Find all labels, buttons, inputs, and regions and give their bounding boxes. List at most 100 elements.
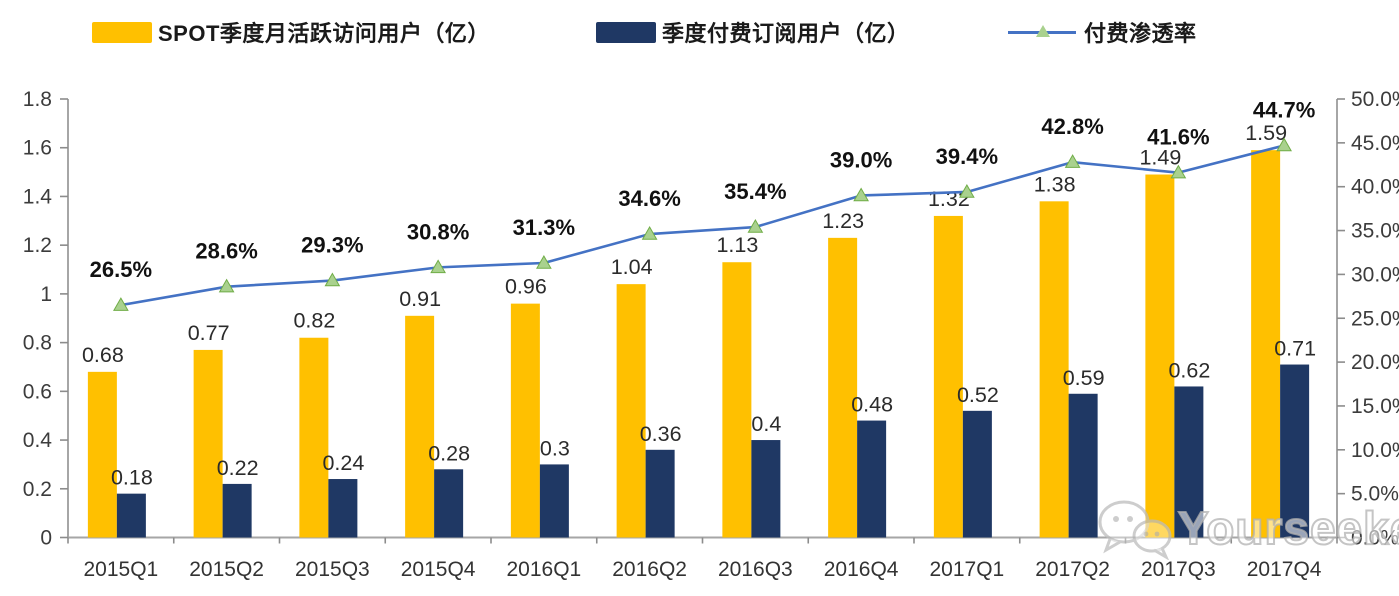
mau-value-label: 1.38 <box>1034 172 1076 196</box>
left-axis-tick-label: 0.8 <box>23 332 52 355</box>
penetration-value-label: 44.7% <box>1253 97 1315 122</box>
paid-bar <box>328 479 358 538</box>
penetration-value-label: 26.5% <box>90 257 152 282</box>
penetration-marker-icon <box>959 183 975 198</box>
penetration-marker-icon <box>324 272 341 287</box>
penetration-marker-icon <box>536 254 552 269</box>
penetration-marker-icon <box>430 259 446 274</box>
x-axis-category-label: 2015Q3 <box>295 558 370 581</box>
paid-value-label: 0.52 <box>957 383 999 407</box>
mau-bar <box>616 284 646 538</box>
left-axis-tick-label: 0.4 <box>23 429 53 452</box>
mau-bar <box>933 215 963 538</box>
mau-bar-swatch-icon <box>92 21 152 43</box>
paid-bar <box>434 469 464 538</box>
x-axis-category-label: 2016Q3 <box>718 558 793 581</box>
mau-value-label: 0.68 <box>82 343 124 367</box>
paid-value-label: 0.3 <box>540 436 570 460</box>
x-axis-category-label: 2017Q3 <box>1141 558 1216 581</box>
paid-value-label: 0.4 <box>751 412 781 436</box>
legend-mau-label: SPOT季度月活跃访问用户（亿） <box>158 21 490 46</box>
left-axis-tick-label: 1.4 <box>23 185 53 208</box>
mau-bar <box>722 262 752 538</box>
penetration-value-label: 39.0% <box>830 147 892 172</box>
left-axis-tick-label: 1.8 <box>23 88 52 111</box>
paid-bar <box>1280 364 1310 538</box>
penetration-marker-icon <box>853 187 869 202</box>
mau-bar <box>510 303 540 538</box>
paid-bar <box>222 483 252 538</box>
legend-penetration-label: 付费渗透率 <box>1084 21 1197 46</box>
paid-bar <box>645 449 675 538</box>
right-axis-tick-label: 25.0% <box>1351 307 1399 330</box>
right-axis-tick-label: 45.0% <box>1351 132 1399 155</box>
paid-value-label: 0.22 <box>217 456 259 480</box>
paid-bar-swatch-icon <box>596 21 656 43</box>
paid-bar <box>1068 393 1098 538</box>
mau-bar <box>193 349 223 538</box>
chart-legend: SPOT季度月活跃访问用户（亿） 季度付费订阅用户（亿） 付费渗透率 <box>0 14 1399 50</box>
x-axis-category-label: 2015Q4 <box>401 558 476 581</box>
right-axis-tick-label: 20.0% <box>1351 351 1399 374</box>
penetration-value-label: 30.8% <box>407 219 469 244</box>
mau-bar <box>405 315 435 538</box>
x-axis-category-label: 2017Q4 <box>1247 558 1322 581</box>
penetration-line-marker-icon <box>1008 22 1076 43</box>
right-axis-tick-label: 40.0% <box>1351 176 1399 199</box>
left-axis-tick-label: 0 <box>40 527 52 550</box>
penetration-marker-icon <box>641 226 658 240</box>
penetration-value-label: 29.3% <box>301 233 363 258</box>
mau-bar <box>87 371 117 538</box>
x-axis-category-label: 2016Q2 <box>612 558 687 581</box>
paid-bar <box>751 440 781 538</box>
penetration-marker-icon <box>1170 164 1187 179</box>
mau-bar <box>828 237 858 538</box>
penetration-value-label: 28.6% <box>195 239 257 264</box>
mau-value-label: 1.04 <box>611 255 653 279</box>
x-axis-category-label: 2015Q2 <box>189 558 264 581</box>
right-axis-tick-label: 30.0% <box>1351 263 1399 286</box>
x-axis-category-label: 2017Q2 <box>1035 558 1110 581</box>
penetration-value-label: 31.3% <box>513 215 575 240</box>
paid-value-label: 0.62 <box>1168 358 1210 382</box>
x-axis-category-label: 2016Q4 <box>824 558 899 581</box>
left-axis-tick-label: 1 <box>40 283 52 306</box>
penetration-value-label: 42.8% <box>1041 114 1103 139</box>
penetration-line <box>120 144 1285 307</box>
right-axis-tick-label: 0.0% <box>1351 527 1399 550</box>
left-axis-tick-label: 1.2 <box>23 234 52 257</box>
right-axis-tick-label: 35.0% <box>1351 220 1399 243</box>
paid-value-label: 0.36 <box>640 422 682 446</box>
left-axis-tick-label: 0.6 <box>23 380 52 403</box>
paid-bar <box>857 420 887 538</box>
penetration-value-label: 41.6% <box>1147 125 1209 150</box>
legend-item-mau: SPOT季度月活跃访问用户（亿） <box>92 14 490 50</box>
x-axis-category-label: 2015Q1 <box>84 558 159 581</box>
right-axis-tick-label: 15.0% <box>1351 395 1399 418</box>
paid-value-label: 0.59 <box>1063 366 1105 390</box>
paid-bar <box>962 410 992 538</box>
paid-value-label: 0.28 <box>428 441 470 465</box>
mau-value-label: 0.91 <box>399 287 441 311</box>
penetration-marker-icon <box>1276 137 1292 152</box>
left-axis-tick-label: 1.6 <box>23 137 52 160</box>
right-axis-tick-label: 10.0% <box>1351 439 1399 462</box>
mau-value-label: 1.13 <box>716 233 758 257</box>
penetration-marker-icon <box>747 219 764 233</box>
paid-value-label: 0.48 <box>851 393 893 417</box>
legend-item-paid: 季度付费订阅用户（亿） <box>596 14 910 50</box>
penetration-marker-icon <box>1064 154 1081 168</box>
mau-value-label: 0.96 <box>505 275 547 299</box>
paid-value-label: 0.71 <box>1274 337 1316 361</box>
x-axis-category-label: 2017Q1 <box>930 558 1005 581</box>
paid-bar <box>1174 386 1204 538</box>
mau-value-label: 0.77 <box>188 321 230 345</box>
paid-bar <box>539 464 569 538</box>
right-axis-tick-label: 5.0% <box>1351 483 1399 506</box>
penetration-marker-icon <box>113 297 129 311</box>
mau-value-label: 1.49 <box>1139 146 1181 170</box>
paid-bar <box>116 493 146 538</box>
mau-value-label: 1.23 <box>822 209 864 233</box>
